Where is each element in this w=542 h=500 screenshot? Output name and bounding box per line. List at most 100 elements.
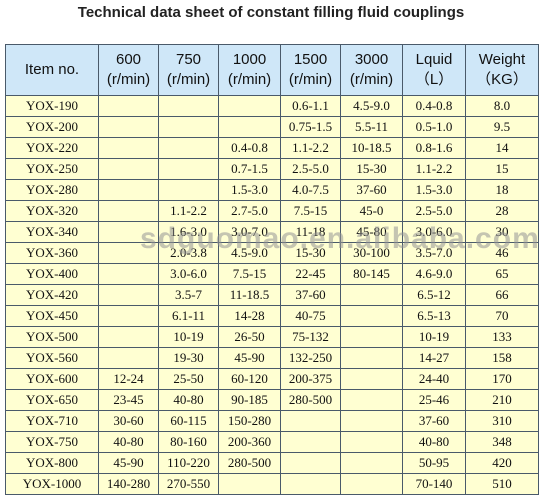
table-row: YOX-280 1.5-3.0 4.0-7.5 37-60 1.5-3.0 18: [5, 179, 539, 201]
value-cell: 80-145: [340, 263, 403, 285]
item-cell: YOX-340: [5, 221, 99, 243]
value-cell: [218, 116, 281, 138]
value-cell: 150-280: [218, 410, 281, 432]
value-cell: 70-140: [402, 473, 466, 495]
value-cell: 10-19: [402, 326, 466, 348]
value-cell: [340, 431, 403, 453]
value-cell: 7.5-15: [218, 263, 281, 285]
table-row: YOX-1000 140-280 270-550 70-140 510: [5, 473, 539, 495]
header-text: (r/min): [166, 71, 211, 88]
value-cell: 37-60: [340, 179, 403, 201]
value-cell: 0.8-1.6: [402, 137, 466, 159]
value-cell: [340, 326, 403, 348]
value-cell: [98, 95, 159, 117]
value-cell: 132-250: [280, 347, 341, 369]
value-cell: [280, 431, 341, 453]
value-cell: 1.5-3.0: [218, 179, 281, 201]
value-cell: [340, 389, 403, 411]
value-cell: 60-120: [218, 368, 281, 390]
header-text: 1500: [293, 51, 328, 68]
table-body: YOX-190 0.6-1.1 4.5-9.0 0.4-0.8 8.0 YOX-200 0.…: [5, 95, 539, 495]
value-cell: 1.1-2.2: [402, 158, 466, 180]
value-cell: 80-160: [158, 431, 219, 453]
value-cell: [340, 347, 403, 369]
value-cell: 200-375: [280, 368, 341, 390]
header-text: Weight: [478, 51, 526, 68]
header-text: (r/min): [349, 71, 394, 88]
item-cell: YOX-650: [5, 389, 99, 411]
header-cell: 1500 (r/min): [280, 44, 341, 96]
item-cell: YOX-190: [5, 95, 99, 117]
value-cell: 45-80: [340, 221, 403, 243]
watermark: sdguomao.en.alibaba.com: [140, 222, 540, 255]
value-cell: 8.0: [465, 95, 539, 117]
value-cell: [98, 347, 159, 369]
value-cell: 510: [465, 473, 539, 495]
value-cell: [340, 452, 403, 474]
value-cell: [280, 410, 341, 432]
value-cell: 140-280: [98, 473, 159, 495]
header-cell: Weight （KG）: [465, 44, 539, 96]
value-cell: 420: [465, 452, 539, 474]
value-cell: 10-19: [158, 326, 219, 348]
table-row: YOX-750 40-80 80-160 200-360 40-80 348: [5, 431, 539, 453]
value-cell: 3.0-6.0: [158, 263, 219, 285]
header-text: 750: [175, 51, 202, 68]
value-cell: [158, 158, 219, 180]
value-cell: 14: [465, 137, 539, 159]
value-cell: 348: [465, 431, 539, 453]
value-cell: [340, 473, 403, 495]
value-cell: 15: [465, 158, 539, 180]
table-row: YOX-320 1.1-2.2 2.7-5.0 7.5-15 45-0 2.5-5.0 28: [5, 200, 539, 222]
table-row: YOX-400 3.0-6.0 7.5-15 22-45 80-145 4.6-9.0 65: [5, 263, 539, 285]
value-cell: [340, 284, 403, 306]
value-cell: 3.5-7: [158, 284, 219, 306]
value-cell: [280, 473, 341, 495]
header-text: (r/min): [288, 71, 333, 88]
value-cell: 4.0-7.5: [280, 179, 341, 201]
value-cell: 23-45: [98, 389, 159, 411]
value-cell: 22-45: [280, 263, 341, 285]
value-cell: 110-220: [158, 452, 219, 474]
item-cell: YOX-220: [5, 137, 99, 159]
value-cell: 45-90: [218, 347, 281, 369]
value-cell: [98, 116, 159, 138]
value-cell: [218, 473, 281, 495]
header-text: (r/min): [106, 71, 151, 88]
value-cell: [98, 326, 159, 348]
value-cell: 24-40: [402, 368, 466, 390]
value-cell: 5.5-11: [340, 116, 403, 138]
value-cell: 2.0-3.8: [158, 242, 219, 264]
item-cell: YOX-710: [5, 410, 99, 432]
item-cell: YOX-800: [5, 452, 99, 474]
value-cell: [158, 179, 219, 201]
value-cell: 6.5-13: [402, 305, 466, 327]
title: Technical data sheet of constant filling…: [77, 4, 465, 21]
value-cell: 25-46: [402, 389, 466, 411]
value-cell: [98, 221, 159, 243]
value-cell: [340, 368, 403, 390]
value-cell: 2.5-5.0: [280, 158, 341, 180]
value-cell: 0.7-1.5: [218, 158, 281, 180]
header-text: (r/min): [227, 71, 272, 88]
header-text: Item no.: [24, 61, 80, 78]
table-row: YOX-250 0.7-1.5 2.5-5.0 15-30 1.1-2.2 15: [5, 158, 539, 180]
value-cell: [218, 95, 281, 117]
table-row: YOX-500 10-19 26-50 75-132 10-19 133: [5, 326, 539, 348]
value-cell: 4.5-9.0: [340, 95, 403, 117]
value-cell: [98, 263, 159, 285]
header-cell: Lquid （L）: [402, 44, 466, 96]
value-cell: 14-28: [218, 305, 281, 327]
value-cell: 310: [465, 410, 539, 432]
item-cell: YOX-400: [5, 263, 99, 285]
value-cell: 4.5-9.0: [218, 242, 281, 264]
value-cell: 40-80: [158, 389, 219, 411]
value-cell: 46: [465, 242, 539, 264]
value-cell: 0.5-1.0: [402, 116, 466, 138]
header-text: （KG）: [476, 71, 528, 88]
item-cell: YOX-600: [5, 368, 99, 390]
header-cell: 600 (r/min): [98, 44, 159, 96]
value-cell: 25-50: [158, 368, 219, 390]
header-cell: Item no.: [5, 44, 99, 96]
value-cell: 40-80: [402, 431, 466, 453]
